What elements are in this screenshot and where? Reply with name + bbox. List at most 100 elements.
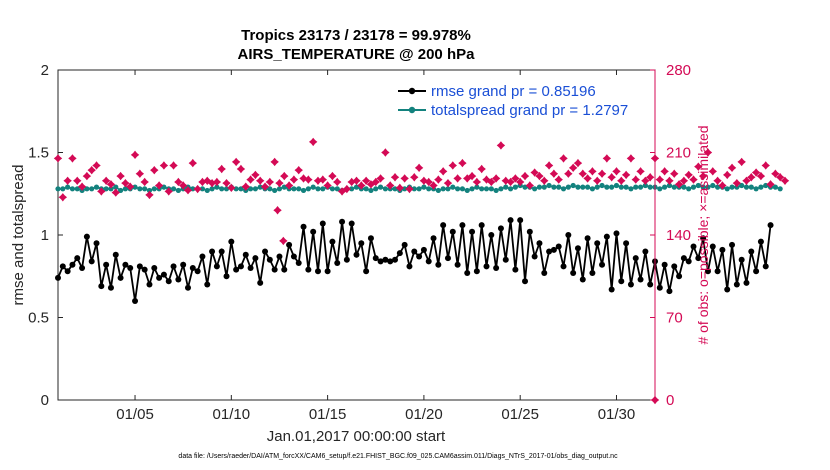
obs-count-point <box>212 177 222 187</box>
rmse-point <box>199 253 206 260</box>
obs-count-point <box>376 174 385 183</box>
obs-count-point <box>472 177 482 187</box>
totalspread-point <box>488 186 494 192</box>
rmse-point <box>753 268 760 275</box>
y-axis-label-right: # of obs: o=possible; ×=assimilated <box>695 125 711 344</box>
rmse-point <box>184 284 191 291</box>
totalspread-point <box>334 186 340 192</box>
x-tick-label: 01/20 <box>405 406 443 423</box>
totalspread-point <box>305 186 311 192</box>
rmse-point <box>444 255 451 262</box>
totalspread-point <box>252 186 258 192</box>
rmse-point <box>175 276 182 283</box>
obs-count-point <box>737 157 746 167</box>
obs-count-point <box>496 141 506 150</box>
totalspread-point <box>204 187 210 194</box>
totalspread-point <box>146 187 153 194</box>
rmse-point <box>271 266 278 273</box>
rmse-point <box>493 265 500 271</box>
rmse-point <box>107 284 114 291</box>
obs-count-point <box>525 181 535 190</box>
rmse-point <box>286 241 293 248</box>
rmse-point <box>276 253 283 260</box>
x-tick-label: 01/15 <box>309 406 347 423</box>
obs-count-point <box>535 171 544 181</box>
obs-count-point <box>241 182 250 191</box>
rmse-point <box>223 273 230 280</box>
totalspread-point <box>382 186 388 192</box>
totalspread-point <box>493 187 499 194</box>
obs-count-point <box>463 174 472 183</box>
x-tick-label: 01/10 <box>213 406 251 423</box>
obs-count-point <box>679 176 689 185</box>
rmse-point <box>290 253 297 260</box>
totalspread-point <box>445 186 451 192</box>
totalspread-point <box>151 186 157 192</box>
obs-count-point <box>53 154 63 163</box>
totalspread-point <box>589 186 596 192</box>
rmse-point <box>348 220 355 227</box>
totalspread-point <box>739 182 745 189</box>
obs-count-point <box>135 169 145 178</box>
totalspread-point <box>556 184 562 190</box>
obs-count-point <box>371 177 380 187</box>
rmse-point <box>103 261 110 268</box>
totalspread-point <box>503 184 509 190</box>
rmse-point <box>146 281 153 288</box>
obs-count-point <box>92 161 101 170</box>
rmse-point <box>74 255 81 262</box>
rmse-point <box>372 255 379 262</box>
obs-count-point <box>607 173 616 182</box>
obs-count-point <box>612 167 621 176</box>
obs-count-point <box>771 169 780 178</box>
obs-count-point <box>207 178 217 188</box>
totalspread-point <box>310 184 316 190</box>
totalspread-point <box>512 184 518 190</box>
rmse-point <box>189 265 196 271</box>
obs-count-point <box>174 177 183 187</box>
totalspread-point <box>551 184 557 190</box>
obs-count-point <box>617 176 626 185</box>
obs-count-point <box>323 181 332 190</box>
rmse-point <box>324 268 331 275</box>
obs-count-point <box>747 173 756 182</box>
obs-count-point <box>544 161 554 170</box>
obs-count-point <box>434 175 443 184</box>
rmse-point <box>160 271 167 278</box>
obs-count-point <box>410 173 419 182</box>
obs-count-point <box>116 171 125 181</box>
obs-count-point <box>751 168 761 177</box>
rmse-point <box>392 256 399 263</box>
rmse-point <box>647 281 654 288</box>
y-tick-label-left: 0 <box>41 392 49 409</box>
totalspread-point <box>373 186 379 192</box>
obs-count-point <box>193 184 202 194</box>
y-axis-right: 0 70 140 210 280 <box>650 62 691 409</box>
totalspread-point <box>219 186 225 192</box>
totalspread-point <box>459 186 466 192</box>
obs-count-point <box>429 181 438 190</box>
rmse-point <box>257 279 264 286</box>
rmse-point <box>242 251 249 258</box>
obs-count-point <box>520 171 530 181</box>
obs-count-point <box>626 154 636 163</box>
totalspread-point <box>609 184 615 190</box>
rmse-point <box>233 266 240 273</box>
totalspread-point <box>604 184 610 190</box>
rmse-point <box>440 222 447 229</box>
rmse-point <box>136 263 143 270</box>
obs-count-point <box>150 165 159 175</box>
obs-count-point <box>130 150 140 160</box>
totalspread-point <box>291 186 297 192</box>
rmse-point <box>483 263 490 270</box>
obs-count-point <box>169 161 178 170</box>
obs-count-point <box>568 163 578 173</box>
totalspread-point <box>743 184 750 190</box>
rmse-point <box>59 263 66 270</box>
rmse-point <box>526 228 533 235</box>
legend-box <box>392 80 654 122</box>
obs-count-point <box>564 169 573 178</box>
obs-count-point <box>487 177 496 187</box>
obs-count-point <box>482 175 491 184</box>
